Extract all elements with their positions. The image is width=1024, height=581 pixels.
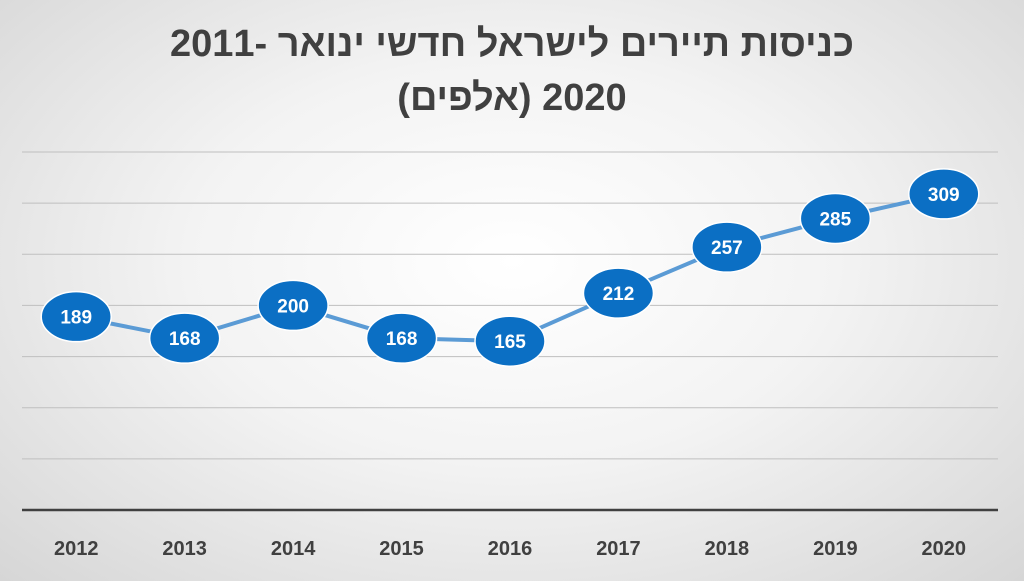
data-point: 165 xyxy=(474,315,546,367)
data-point: 168 xyxy=(365,312,438,364)
data-marker xyxy=(474,315,546,367)
data-point: 309 xyxy=(908,168,980,220)
data-marker xyxy=(365,312,438,364)
x-tick-label: 2012 xyxy=(54,538,99,560)
x-tick-label: 2014 xyxy=(271,538,316,560)
x-tick-label: 2018 xyxy=(705,538,750,560)
x-tick-label: 2015 xyxy=(379,538,424,560)
x-tick-label: 2019 xyxy=(813,538,858,560)
data-label: 200 xyxy=(277,296,309,317)
x-tick-label: 2020 xyxy=(922,538,967,560)
data-label: 212 xyxy=(603,284,635,305)
data-marker xyxy=(799,192,872,245)
x-tick-labels: 2012 2013 2014 2015 2016 2017 2018 2019 2020 xyxy=(54,538,966,560)
data-label: 257 xyxy=(711,238,743,259)
data-label: 165 xyxy=(494,332,526,353)
data-point: 257 xyxy=(691,221,763,273)
x-tick-label: 2017 xyxy=(596,538,641,560)
data-label: 168 xyxy=(169,329,201,350)
data-marker xyxy=(582,267,655,319)
data-label: 168 xyxy=(386,329,418,350)
data-point: 168 xyxy=(148,312,221,364)
data-marker xyxy=(691,221,763,273)
gridlines xyxy=(22,151,998,460)
data-point: 189 xyxy=(40,290,112,343)
data-label: 189 xyxy=(60,308,92,329)
data-marker xyxy=(257,279,329,332)
data-markers: 189 168 200 168 165 212 257 285 309 xyxy=(40,168,980,367)
data-marker xyxy=(908,168,980,220)
data-marker xyxy=(40,290,112,343)
data-point: 285 xyxy=(799,192,872,245)
data-marker xyxy=(148,312,221,364)
data-label: 285 xyxy=(819,209,851,230)
chart-title-line-2: 2020 (אלפים) xyxy=(397,77,627,119)
data-label: 309 xyxy=(928,185,960,206)
chart-title-line-1: כניסות תיירים לישראל חדשי ינואר -2011 xyxy=(169,23,855,65)
data-point: 212 xyxy=(582,267,655,319)
x-tick-label: 2016 xyxy=(488,538,533,560)
x-tick-label: 2013 xyxy=(162,538,207,560)
data-point: 200 xyxy=(257,279,329,332)
